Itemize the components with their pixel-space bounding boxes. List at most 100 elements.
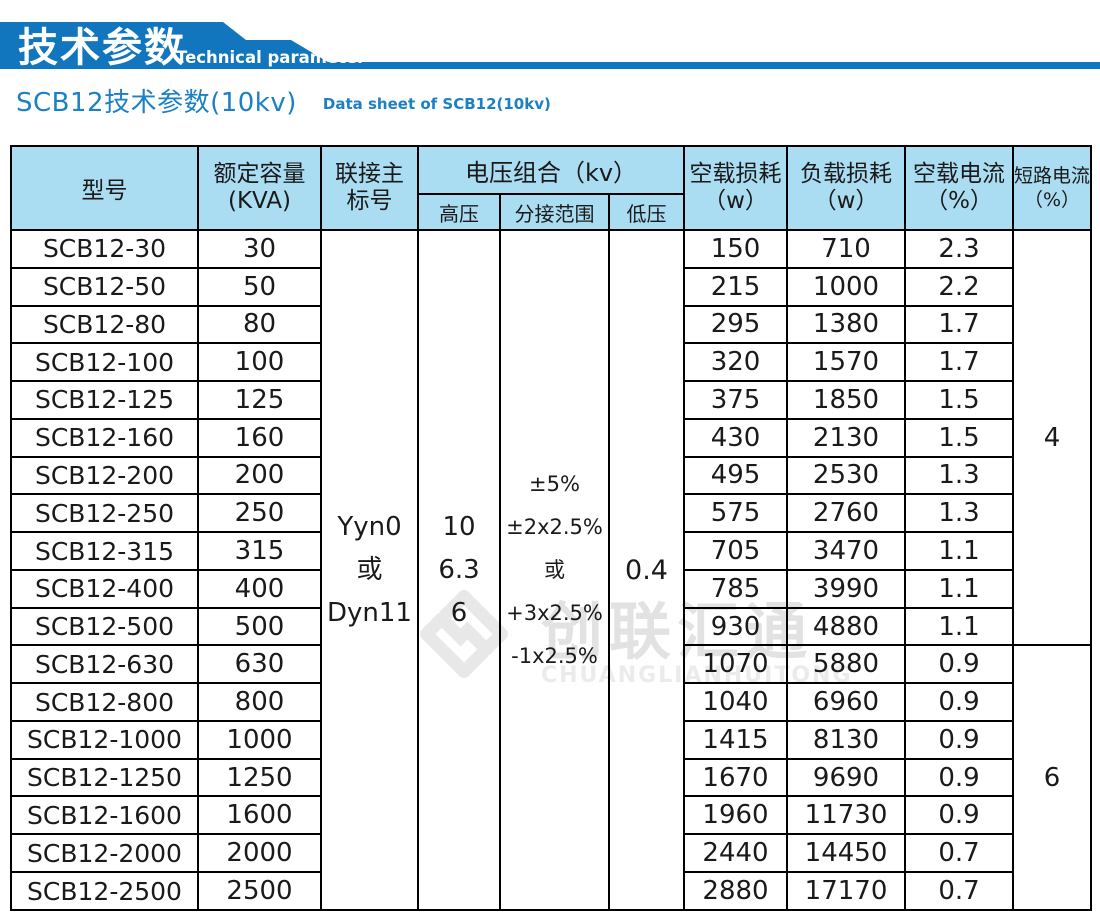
tap-range-cell-line: -1x2.5% [511,643,598,668]
capacity-cell: 100 [197,342,322,383]
no-load-loss-cell: 1960 [683,795,789,836]
load-loss-cell: 1000 [786,266,907,307]
load-loss-cell: 4880 [786,606,907,647]
capacity-cell: 315 [197,531,322,571]
load-loss-cell: 1570 [786,342,907,383]
capacity-cell: 30 [197,229,322,269]
no-load-current-cell: 0.9 [904,719,1015,760]
no-load-current-cell: 1.3 [904,455,1015,496]
load-loss-cell: 6960 [786,682,907,722]
header-capacity-line1: 额定容量 [213,161,306,187]
connection-cell-line: Dyn11 [327,597,412,628]
model-cell: SCB12-1000 [10,719,199,760]
capacity-cell: 50 [197,266,322,307]
page-title-row: SCB12技术参数(10kv) Data sheet of SCB12(10kv) [16,86,1086,122]
table-row: SCB12-50 50 215 1000 2.2 [10,266,1091,307]
no-load-current-cell: 1.1 [904,606,1015,647]
no-load-loss-cell: 2440 [683,833,789,874]
capacity-cell: 2000 [197,833,322,874]
header-connection-line1: 联接主 [335,161,404,187]
header-load-loss: 负载损耗 （w） [786,145,907,231]
no-load-current-cell: 0.9 [904,757,1015,798]
tap-range-cell-line: ±5% [529,471,580,496]
header-load-loss-line1: 负载损耗 [800,161,893,187]
table-row: SCB12-30 30 Yyn0 或 Dyn11 10 6.3 6 ±5% ±2x2.5% 或+3x… [10,228,1093,911]
no-load-current-cell: 1.5 [904,417,1015,458]
no-load-loss-cell: 495 [683,455,789,496]
header-capacity-line2: (KVA) [227,188,292,214]
short-circuit-cell: 6 [1012,644,1093,911]
high-voltage-cell-line: 6 [450,597,468,628]
table-row: SCB12-1250 1250 1670 9690 0.9 [10,757,1091,798]
header-no-load-loss-line1: 空载损耗 [689,161,782,187]
high-voltage-cell: 10 6.3 6 [417,229,501,911]
table-row: SCB12-250 250 575 2760 1.3 [10,493,1091,534]
short-circuit-cell: 4 [1012,228,1093,647]
capacity-cell: 2500 [197,871,322,911]
connection-cell: Yyn0 或 Dyn11 [320,229,419,911]
model-cell: SCB12-2500 [10,871,199,911]
model-cell: SCB12-315 [10,531,199,571]
table-body: SCB12-30 30 Yyn0 或 Dyn11 10 6.3 6 ±5% ±2x2.5% 或+3x… [10,228,1093,911]
no-load-current-cell: 0.7 [904,871,1015,911]
no-load-loss-cell: 1040 [683,682,789,722]
model-cell: SCB12-1250 [10,757,199,798]
model-cell: SCB12-800 [10,682,199,722]
spec-table: 型号 额定容量 (KVA) 联接主 标号 电压组合（kv） 空载损耗 （w） 负… [10,145,1093,911]
banner-title-en: Technical parameter [176,48,366,67]
no-load-current-cell: 0.9 [904,644,1015,685]
tap-range-cell-line: ±2x2.5% [506,514,603,539]
header-connection: 联接主 标号 [320,145,419,231]
no-load-loss-cell: 1670 [683,757,789,798]
no-load-loss-cell: 215 [683,266,789,307]
no-load-current-cell: 1.1 [904,568,1015,609]
load-loss-cell: 3990 [786,568,907,609]
no-load-loss-cell: 1070 [683,644,789,685]
load-loss-cell: 2130 [786,417,907,458]
table-row: SCB12-630 630 1070 5880 0.9 6 [10,644,1093,911]
header-short-circuit-line2: （%） [1023,189,1081,211]
no-load-loss-cell: 2880 [683,871,789,911]
table-row: SCB12-1600 1600 1960 11730 0.9 [10,795,1091,836]
banner-shape [0,22,1100,69]
header-short-circuit-line1: 短路电流 [1014,165,1091,187]
table-row: SCB12-800 800 1040 6960 0.9 [10,682,1091,722]
capacity-cell: 800 [197,682,322,722]
table-row: SCB12-2000 2000 2440 14450 0.7 [10,833,1091,874]
page-title: SCB12技术参数(10kv) [16,88,297,118]
table-row: SCB12-100 100 320 1570 1.7 [10,342,1091,383]
model-cell: SCB12-250 [10,493,199,534]
no-load-loss-cell: 430 [683,417,789,458]
no-load-current-cell: 2.3 [904,229,1015,269]
table-row: SCB12-2500 2500 2880 17170 0.7 [10,871,1091,911]
capacity-cell: 400 [197,568,322,609]
no-load-loss-cell: 1415 [683,719,789,760]
header-connection-line2: 标号 [346,188,393,214]
header-load-loss-line2: （w） [813,188,879,214]
model-cell: SCB12-125 [10,380,199,420]
no-load-loss-cell: 320 [683,342,789,383]
capacity-cell: 500 [197,606,322,647]
header-low-voltage: 低压 [607,193,686,231]
no-load-current-cell: 2.2 [904,266,1015,307]
header-tap-range: 分接范围 [499,193,610,231]
tap-range-cell-line: 或+3x2.5% [506,557,603,625]
capacity-cell: 250 [197,493,322,534]
model-cell: SCB12-500 [10,606,199,647]
model-cell: SCB12-1600 [10,795,199,836]
load-loss-cell: 5880 [786,644,907,685]
load-loss-cell: 9690 [786,757,907,798]
table-row: SCB12-315 315 705 3470 1.1 [10,531,1091,571]
no-load-current-cell: 1.5 [904,380,1015,420]
connection-cell-line: Yyn0 [337,511,402,542]
model-cell: SCB12-200 [10,455,199,496]
header-no-load-loss: 空载损耗 （w） [683,145,789,231]
model-cell: SCB12-630 [10,644,199,685]
header-no-load-current-line2: （%） [925,188,993,214]
header-no-load-current-line1: 空载电流 [913,161,1006,187]
header-capacity: 额定容量 (KVA) [197,145,322,231]
header-no-load-loss-line2: （w） [703,188,768,214]
table-row: SCB12-200 200 495 2530 1.3 [10,455,1091,496]
high-voltage-cell-line: 10 [442,511,476,542]
load-loss-cell: 1380 [786,304,907,345]
